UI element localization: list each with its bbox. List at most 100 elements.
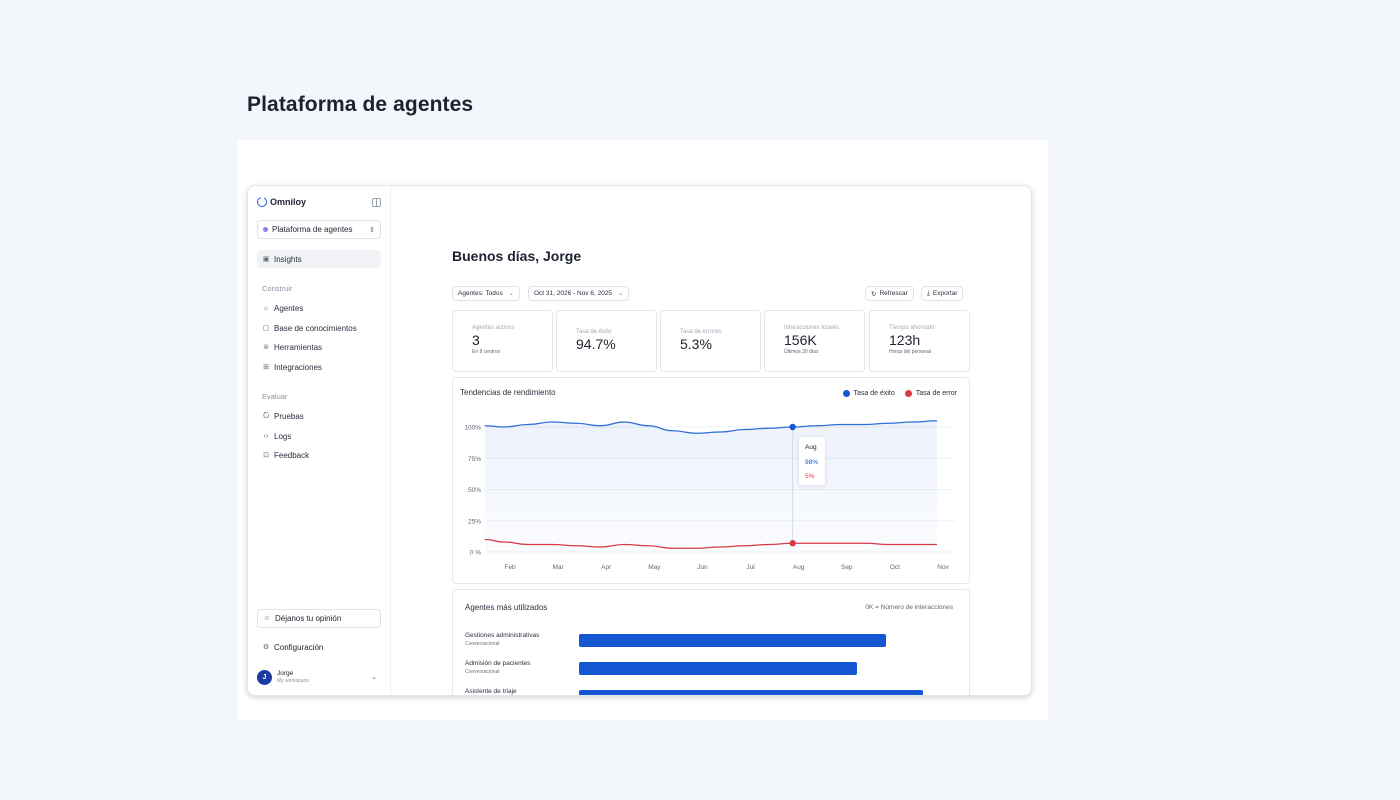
legend-label: Tasa de error [915, 390, 957, 397]
y-tick-label: 75% [468, 456, 481, 463]
usage-title: Agentes más utilizados [465, 603, 548, 612]
app-window: Omniloy Plataforma de agentes ⇕ ▣ Insigh… [247, 185, 1032, 696]
gear-icon: ⚙ [262, 644, 270, 651]
sidebar-item-label: Base de conocimientos [274, 323, 357, 333]
usage-row[interactable]: Admisión de pacientes Conversacional [465, 659, 959, 683]
chevron-down-icon: ⌄ [508, 291, 514, 297]
kpi-value: 123h [889, 332, 921, 348]
legend-dot [842, 390, 850, 397]
kpi-label: Interacciones totales [784, 325, 840, 331]
usage-agent-type: Conversacional [465, 641, 500, 647]
brand-name: Omniloy [270, 197, 307, 207]
kpi-value: 3 [472, 332, 480, 348]
legend-dot [904, 390, 912, 397]
tooltip-success: 98% [805, 458, 819, 466]
user-workspace: My workspace [277, 677, 309, 684]
sidebar-item-agentes[interactable]: ⌂ Agentes [257, 299, 381, 317]
x-tick-label: Feb [504, 564, 516, 571]
sidebar-item-herramientas[interactable]: ⊜ Herramientas [257, 338, 381, 356]
usage-row[interactable]: Asistente de triaje [465, 687, 959, 695]
sidebar-item-feedback[interactable]: ⊡ Feedback [257, 446, 381, 464]
kpi-label: Agentes activos [472, 325, 515, 331]
refresh-label: Refrescar [879, 290, 908, 297]
robot-icon: ⌂ [263, 304, 269, 312]
chart-icon: ▣ [262, 256, 270, 263]
x-tick-label: Jul [746, 564, 755, 571]
flask-icon: Ⴀ [262, 413, 270, 420]
x-tick-label: Sep [841, 564, 853, 571]
success-area [484, 420, 937, 552]
x-tick-label: May [648, 564, 661, 571]
main-content: Buenos días, Jorge Agentes: Todos ⌄ Oct … [391, 186, 1031, 695]
x-tick-label: Oct [890, 564, 900, 571]
sidebar-item-logs[interactable]: ‹› Logs [257, 427, 381, 445]
workspace-select[interactable]: Plataforma de agentes ⇕ [257, 220, 381, 239]
greeting: Buenos días, Jorge [452, 248, 582, 264]
tooltip-error: 5% [805, 473, 815, 480]
database-icon: ⊜ [263, 344, 269, 351]
chevron-down-icon: ⌄ [618, 291, 624, 297]
brand-logo-icon [257, 196, 267, 207]
performance-chart: 0 % 25% 50% 75% 100% Feb Mar Apr May Jun Jul Aug Sep… [464, 420, 955, 571]
usage-bar [579, 634, 886, 647]
avatar: J [257, 669, 272, 685]
kpi-label: Tasa de errores [680, 329, 722, 335]
smile-icon: ☺ [263, 615, 271, 622]
sidebar-item-label: Herramientas [274, 342, 323, 352]
legend-item-success: Tasa de éxito [842, 390, 895, 397]
usage-bar [579, 690, 923, 695]
sidebar-item-base-conocimientos[interactable]: ▢ Base de conocimientos [257, 319, 381, 337]
export-label: Exportar [932, 290, 958, 297]
sidebar-item-insights[interactable]: ▣ Insights [257, 250, 381, 268]
kpi-card: Tasa de éxito 94.7% [556, 310, 657, 372]
kpi-card: Tasa de errores 5.3% [660, 310, 761, 372]
usage-agent-type: Conversacional [465, 669, 500, 675]
sidebar-item-label: Agentes [274, 303, 304, 313]
tooltip-month: Aug [805, 444, 817, 451]
sidebar-item-configuracion[interactable]: ⚙ Configuración [257, 639, 328, 655]
chart-tooltip: Aug 98% 5% [798, 436, 826, 486]
legend-item-error: Tasa de error [904, 390, 957, 397]
brand[interactable]: Omniloy [257, 196, 307, 207]
sidebar-item-label: Integraciones [274, 362, 323, 372]
user-menu[interactable]: J Jorge My workspace ⌄ [257, 667, 381, 687]
usage-row[interactable]: Gestiones administrativas Conversacional [465, 631, 959, 655]
kpi-value: 5.3% [680, 336, 712, 352]
y-tick-label: 50% [468, 487, 481, 494]
message-icon: ⊡ [263, 452, 269, 459]
refresh-icon: ↻ [871, 290, 877, 298]
x-tick-label: Mar [553, 564, 565, 571]
workspace-label: Plataforma de agentes [272, 225, 353, 234]
sidebar-toggle-icon[interactable] [372, 198, 381, 207]
usage-agent-name: Gestiones administrativas [465, 632, 540, 639]
nav-group-evaluar: Evaluar [262, 392, 288, 401]
code-icon: ‹› [263, 432, 269, 440]
kpi-sub: Últimos 30 días [784, 349, 819, 355]
chart-title: Tendencias de rendimiento [460, 388, 556, 397]
usage-agent-name: Admisión de pacientes [465, 660, 531, 667]
book-icon: ▢ [262, 325, 270, 332]
chevron-down-icon: ⌄ [371, 674, 377, 681]
refresh-button[interactable]: ↻ Refrescar [865, 286, 914, 301]
sidebar-item-pruebas[interactable]: Ⴀ Pruebas [257, 407, 381, 425]
success-line [484, 420, 938, 434]
workspace-icon [263, 227, 268, 232]
kpi-sub: Horas del personal [889, 349, 931, 355]
export-button[interactable]: ⤓ Exportar [921, 286, 964, 301]
sidebar-item-integraciones[interactable]: ⊞ Integraciones [257, 358, 381, 376]
y-tick-label: 100% [464, 425, 481, 432]
kpi-sub: En 8 centros [472, 349, 501, 355]
agents-filter-label: Agentes: Todos [458, 290, 503, 297]
date-range-filter[interactable]: Oct 31, 2026 - Nov 6, 2025 ⌄ [528, 286, 630, 301]
chevron-updown-icon: ⇕ [369, 226, 375, 234]
agents-filter[interactable]: Agentes: Todos ⌄ [452, 286, 520, 301]
date-range-label: Oct 31, 2026 - Nov 6, 2025 [534, 290, 613, 297]
sidebar-item-label: Pruebas [274, 411, 304, 421]
error-line [484, 538, 937, 549]
usage-agent-name: Asistente de triaje [465, 688, 517, 695]
kpi-label: Tasa de éxito [576, 329, 612, 335]
kpi-card: Agentes activos 3 En 8 centros [452, 310, 553, 372]
sidebar-item-label: Insights [274, 254, 302, 264]
feedback-button-label: Déjanos tu opinión [275, 614, 342, 623]
feedback-button[interactable]: ☺ Déjanos tu opinión [257, 609, 381, 628]
